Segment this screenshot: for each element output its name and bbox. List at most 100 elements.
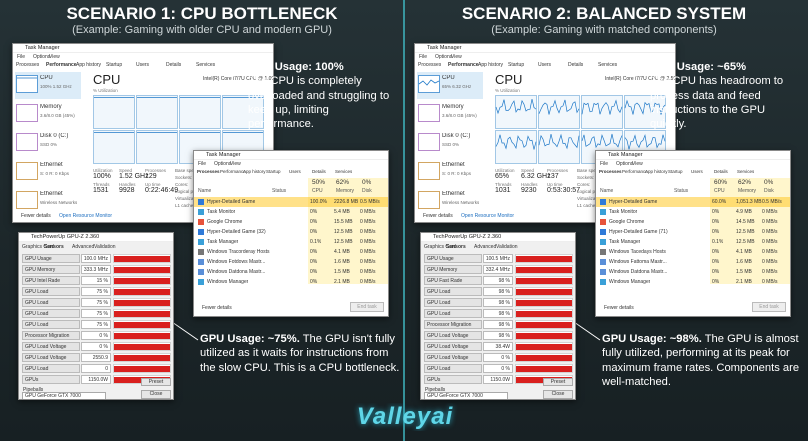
gpu-select[interactable]: GPU GeForce GTX 7000 (22, 392, 106, 399)
process-row[interactable]: Windows Tracorderay Hosts 0% 4.1 MB 0 MB/s (194, 247, 388, 257)
tab[interactable]: Sensors (44, 244, 64, 250)
tab[interactable]: Startup (508, 62, 525, 68)
footer-link[interactable]: Open Resource Monitor (461, 213, 515, 219)
tab[interactable]: Validation (496, 244, 518, 250)
process-row[interactable]: Hyper-Detailed Game 100.0% 2226.8 MB 0.5 MB… (194, 197, 388, 207)
tab[interactable]: Performance (220, 169, 246, 174)
checkbox[interactable]: Pipeballs (23, 387, 44, 393)
process-row[interactable]: Windows Datdona Mastr... 0% 1.5 MB 0 MB/s (194, 267, 388, 277)
process-row[interactable]: Google Chrome 0% 14.5 MB 0 MB/s (596, 217, 790, 227)
sensor-graph (114, 355, 170, 361)
process-row[interactable]: Windows Fattoma Mastr... 0% 1.6 MB 0 MB/s (596, 257, 790, 267)
menu-item[interactable]: View (451, 54, 462, 60)
column-name[interactable]: Name (600, 188, 614, 194)
tab[interactable]: Users (289, 169, 301, 174)
gpu-select[interactable]: GPU GeForce GTX 7000 (424, 392, 508, 399)
menu-item[interactable]: File (17, 54, 26, 60)
stat-value: 9230 (521, 187, 537, 194)
process-cell: 0 MB/s (360, 269, 376, 275)
process-row[interactable]: Windows Manager 0% 2.1 MB 0 MB/s (194, 277, 388, 287)
process-row[interactable]: Windows Tacedays Hosts 0% 4.1 MB 0 MB/s (596, 247, 790, 257)
process-row[interactable]: Hyper-Detailed Game (71) 0% 12.5 MB 0 MB/s (596, 227, 790, 237)
column-name[interactable]: Name (198, 188, 212, 194)
button[interactable]: End task (350, 302, 384, 312)
column-name[interactable]: Disk (362, 188, 372, 194)
menu-item[interactable]: File (198, 161, 207, 167)
tab[interactable]: Performance (46, 62, 77, 68)
tab[interactable]: Validation (94, 244, 116, 250)
process-row[interactable]: Windows Manager 0% 2.1 MB 0 MB/s (596, 277, 790, 287)
spec-label: Sockets: (175, 175, 193, 180)
process-cell: 0% (310, 229, 318, 235)
tab[interactable]: Services (196, 62, 216, 68)
menu-item[interactable]: View (230, 161, 241, 167)
tab[interactable]: App history (243, 169, 266, 174)
footer-link[interactable]: Fewer details (21, 213, 51, 219)
tab[interactable]: Users (691, 169, 703, 174)
tab[interactable]: Services (598, 62, 618, 68)
tab[interactable]: Startup (266, 169, 281, 174)
tab[interactable]: Advanced (474, 244, 497, 250)
process-row[interactable]: Hyper-Detailed Game 60.0% 1,051.3 MB 0.5 MB… (596, 197, 790, 207)
sensor-label: GPUs (22, 375, 80, 384)
tab[interactable]: Details (568, 62, 584, 68)
menu-item[interactable]: Options (435, 54, 453, 60)
process-row[interactable]: Task Monitor 0% 4.9 MB 0 MB/s (596, 207, 790, 217)
footer-link[interactable]: Fewer details (202, 305, 232, 311)
process-row[interactable]: Task Monitor 0% 5.4 MB 0 MB/s (194, 207, 388, 217)
menu-item[interactable]: Options (616, 161, 634, 167)
button[interactable]: Preset (141, 378, 171, 386)
tab[interactable]: Performance (622, 169, 648, 174)
tab[interactable]: App history (478, 62, 504, 68)
footer-link[interactable]: Open Resource Monitor (59, 213, 113, 219)
button[interactable]: Preset (543, 378, 573, 386)
tab[interactable]: Performance (448, 62, 479, 68)
tab[interactable]: Services (737, 169, 755, 174)
tab[interactable]: Details (166, 62, 182, 68)
footer-link[interactable]: Fewer details (423, 213, 453, 219)
button[interactable]: Close (141, 390, 171, 399)
tab[interactable]: Graphics Card (424, 244, 457, 250)
tab[interactable]: Services (335, 169, 353, 174)
tab[interactable]: Sensors (446, 244, 466, 250)
process-row[interactable]: Windows Datdona Mastr... 0% 1.5 MB 0 MB/s (596, 267, 790, 277)
menu-item[interactable]: Options (33, 54, 51, 60)
menu-item[interactable]: View (632, 161, 643, 167)
menu-item[interactable]: File (600, 161, 609, 167)
column-name[interactable]: Status (674, 188, 689, 194)
tab[interactable]: Startup (106, 62, 123, 68)
column-name[interactable]: CPU (714, 188, 725, 194)
tab[interactable]: Graphics Card (22, 244, 55, 250)
process-row[interactable]: Hyper-Detailed Game (32) 0% 12.5 MB 0 MB/s (194, 227, 388, 237)
column-name[interactable]: CPU (312, 188, 323, 194)
process-row[interactable]: Windows Fotdows Mastr... 0% 1.6 MB 0 MB/s (194, 257, 388, 267)
button[interactable]: Close (543, 390, 573, 399)
process-row[interactable]: Task Manager 0.1% 12.5 MB 0 MB/s (596, 237, 790, 247)
column-name[interactable]: Status (272, 188, 287, 194)
process-row[interactable]: Google Chrome 0% 15.5 MB 0 MB/s (194, 217, 388, 227)
menu-item[interactable]: File (419, 54, 428, 60)
tab[interactable]: Users (136, 62, 150, 68)
tab[interactable]: Details (714, 169, 728, 174)
process-cell: 0% (310, 259, 318, 265)
column-name[interactable]: Memory (738, 188, 757, 194)
tab[interactable]: Advanced (72, 244, 95, 250)
process-row[interactable]: Task Manager 0.1% 12.5 MB 0 MB/s (194, 237, 388, 247)
checkbox[interactable]: Pipeballs (425, 387, 446, 393)
tab[interactable]: Startup (668, 169, 683, 174)
button[interactable]: End task (752, 302, 786, 312)
column-name[interactable]: Disk (764, 188, 774, 194)
graph (600, 239, 606, 245)
menu-item[interactable]: Options (214, 161, 232, 167)
menu-item[interactable]: View (49, 54, 60, 60)
tab[interactable]: Processes (599, 169, 622, 174)
tab[interactable]: Details (312, 169, 326, 174)
tab[interactable]: Processes (16, 62, 40, 68)
tab[interactable]: Processes (418, 62, 442, 68)
footer-link[interactable]: Fewer details (604, 305, 634, 311)
tab[interactable]: Users (538, 62, 552, 68)
tab[interactable]: App history (76, 62, 102, 68)
column-name[interactable]: Memory (336, 188, 355, 194)
tab[interactable]: Processes (197, 169, 220, 174)
tab[interactable]: App history (645, 169, 668, 174)
